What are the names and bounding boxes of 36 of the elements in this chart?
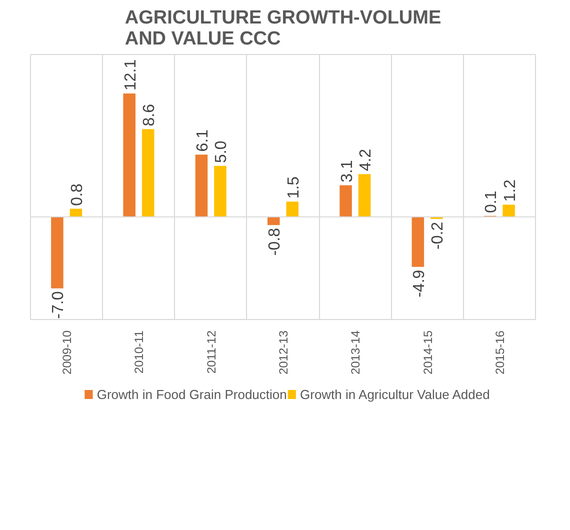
x-tick-label: 2010-11 bbox=[132, 330, 146, 374]
legend-label: Growth in Agricultur Value Added bbox=[300, 387, 490, 402]
data-label: -0.2 bbox=[430, 222, 447, 250]
x-tick-label: 2009-10 bbox=[60, 330, 74, 375]
data-label: 3.1 bbox=[338, 160, 356, 182]
x-tick-label: 2013-14 bbox=[348, 330, 363, 375]
data-label: 8.6 bbox=[141, 104, 158, 126]
data-label: 6.1 bbox=[194, 129, 212, 152]
bar bbox=[358, 174, 371, 217]
chart-title: AGRICULTURE GROWTH-VOLUME AND VALUE CCC bbox=[124, 8, 442, 50]
bar bbox=[267, 216, 280, 226]
bar bbox=[51, 216, 64, 288]
data-label: 0.1 bbox=[483, 190, 500, 213]
data-label: 1.2 bbox=[502, 179, 519, 202]
x-tick-label: 2014-15 bbox=[420, 330, 435, 375]
bar bbox=[195, 154, 208, 217]
data-label: 0.8 bbox=[68, 183, 86, 206]
data-label: -0.8 bbox=[266, 228, 284, 256]
data-label: 1.5 bbox=[285, 176, 302, 199]
bar bbox=[502, 204, 515, 217]
bar bbox=[340, 185, 352, 217]
data-label: -4.9 bbox=[410, 270, 428, 298]
bar bbox=[142, 129, 154, 217]
bar bbox=[412, 216, 424, 267]
x-tick-label: 2012-13 bbox=[276, 330, 290, 375]
bar bbox=[214, 166, 226, 217]
legend-label: Growth in Food Grain Production bbox=[96, 387, 287, 402]
data-label: 12.1 bbox=[122, 59, 140, 91]
bar bbox=[123, 93, 136, 217]
data-label: -7.0 bbox=[50, 291, 68, 319]
data-label: 4.2 bbox=[358, 148, 375, 172]
x-tick-label: 2011-12 bbox=[204, 330, 218, 374]
data-label: 5.0 bbox=[213, 140, 230, 163]
bar bbox=[286, 202, 299, 217]
bar bbox=[70, 208, 82, 217]
x-tick-label: 2015-16 bbox=[492, 330, 507, 375]
